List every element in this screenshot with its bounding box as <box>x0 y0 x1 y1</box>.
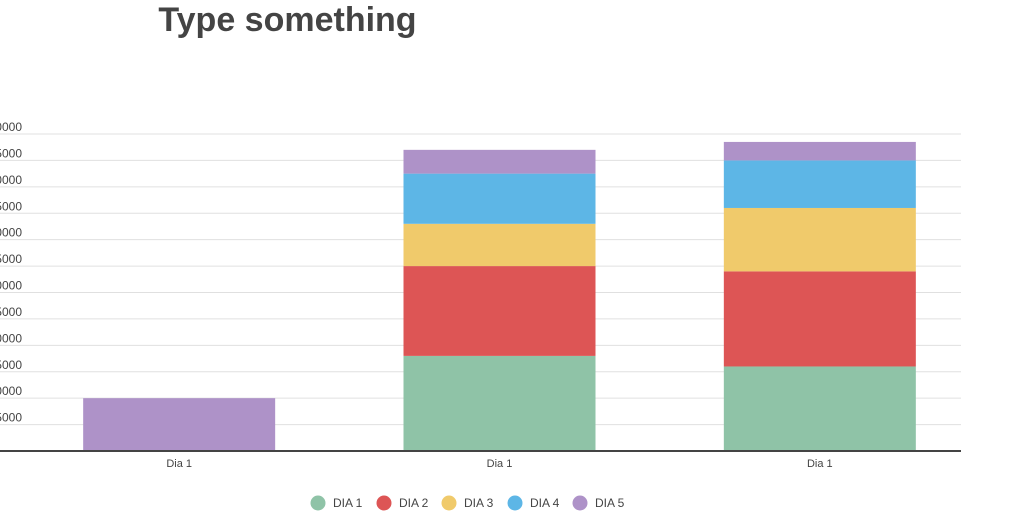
x-tick-label: Dia 1 <box>487 458 513 470</box>
bar-segment <box>403 173 596 224</box>
chart-title: Type something <box>158 1 417 39</box>
y-tick-label: 60000 <box>0 120 22 134</box>
legend-swatch <box>310 495 326 511</box>
y-tick-label: 35000 <box>0 252 22 266</box>
y-tick-label: 55000 <box>0 146 22 160</box>
legend-label: DIA 1 <box>333 496 363 510</box>
y-tick-label: 15000 <box>0 358 22 372</box>
legend-label: DIA 2 <box>399 496 429 510</box>
y-tick-label: 30000 <box>0 279 22 293</box>
legend-swatch <box>441 495 457 511</box>
legend-label: DIA 3 <box>464 496 494 510</box>
bar-segment <box>403 223 596 267</box>
legend-swatch <box>572 495 588 511</box>
y-tick-label: 20000 <box>0 331 22 345</box>
y-tick-label: 50000 <box>0 173 22 187</box>
bar-segment <box>723 207 916 272</box>
legend-swatch <box>376 495 392 511</box>
legend-label: DIA 5 <box>595 496 625 510</box>
bar-segment <box>403 149 596 174</box>
bar-segment <box>723 160 916 208</box>
y-tick-label: 40000 <box>0 226 22 240</box>
bar-segment <box>723 366 916 451</box>
bar-segment <box>403 266 596 356</box>
bar-segment <box>723 141 916 161</box>
y-tick-label: 10000 <box>0 384 22 398</box>
bar-segment <box>83 398 276 451</box>
bar-segment <box>723 271 916 367</box>
legend-swatch <box>507 495 523 511</box>
legend-label: DIA 4 <box>530 496 560 510</box>
y-tick-label: 45000 <box>0 199 22 213</box>
y-tick-label: 5000 <box>0 411 22 425</box>
x-tick-label: Dia 1 <box>807 458 833 470</box>
x-tick-label: Dia 1 <box>166 458 192 470</box>
bar-segment <box>403 355 596 451</box>
y-tick-label: 25000 <box>0 305 22 319</box>
